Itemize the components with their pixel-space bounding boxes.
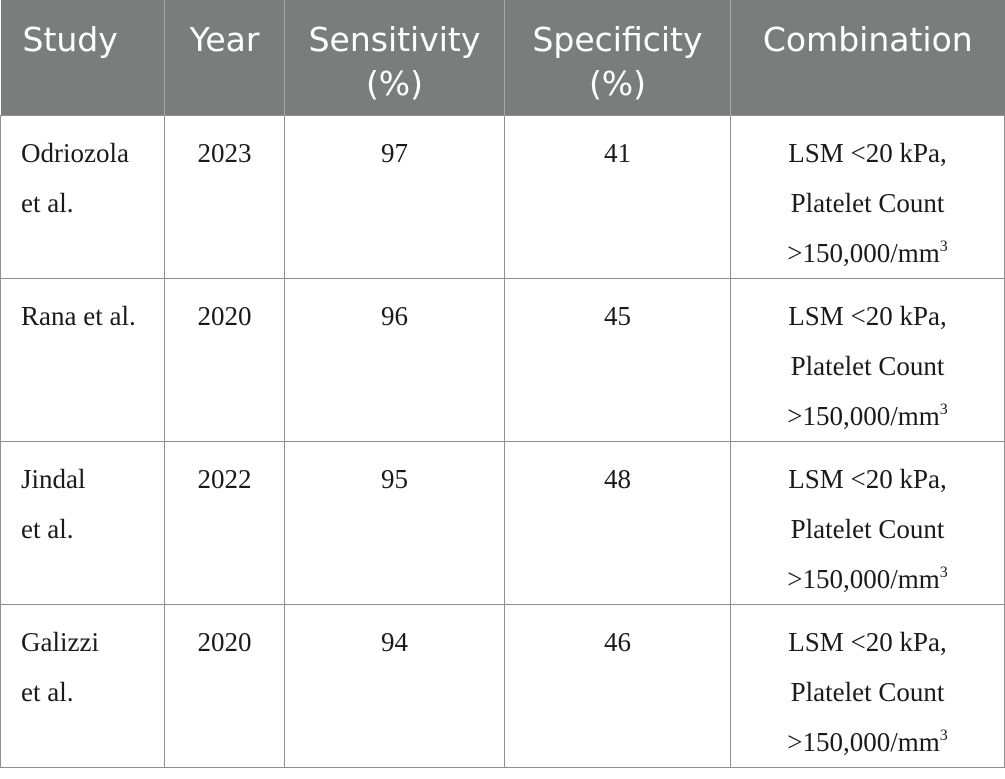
header-row: Study Year Sensitivity (%) Specificity (… (0, 0, 1005, 115)
header-sensitivity: Sensitivity (%) (284, 0, 505, 115)
cell-year: 2020 (164, 604, 285, 768)
table-row: Odriozola et al. 2023 97 41 LSM <20 kPa,… (0, 114, 1005, 279)
cell-year: 2023 (164, 114, 285, 279)
header-specificity: Specificity (%) (504, 0, 731, 115)
cell-sensitivity: 95 (284, 441, 505, 605)
table-row: Galizzi et al. 2020 94 46 LSM <20 kPa, P… (0, 604, 1005, 768)
cell-specificity: 41 (504, 114, 731, 279)
cell-combination: LSM <20 kPa, Platelet Count >150,000/mm3 (730, 114, 1005, 279)
table-body: Odriozola et al. 2023 97 41 LSM <20 kPa,… (0, 114, 1005, 768)
header-year: Year (164, 0, 285, 115)
cell-year: 2022 (164, 441, 285, 605)
cell-year: 2020 (164, 278, 285, 442)
header-combination: Combination (730, 0, 1005, 115)
cell-sensitivity: 96 (284, 278, 505, 442)
table-row: Rana et al. 2020 96 45 LSM <20 kPa, Plat… (0, 278, 1005, 442)
cell-study: Rana et al. (0, 278, 165, 442)
cell-combination: LSM <20 kPa, Platelet Count >150,000/mm3 (730, 441, 1005, 605)
cell-specificity: 46 (504, 604, 731, 768)
cell-specificity: 48 (504, 441, 731, 605)
table-row: Jindal et al. 2022 95 48 LSM <20 kPa, Pl… (0, 441, 1005, 605)
header-study: Study (0, 0, 165, 115)
cell-combination: LSM <20 kPa, Platelet Count >150,000/mm3 (730, 604, 1005, 768)
table-header: Study Year Sensitivity (%) Specificity (… (0, 0, 1005, 115)
cell-combination: LSM <20 kPa, Platelet Count >150,000/mm3 (730, 278, 1005, 442)
cell-sensitivity: 97 (284, 114, 505, 279)
cell-specificity: 45 (504, 278, 731, 442)
cell-study: Jindal et al. (0, 441, 165, 605)
cell-study: Galizzi et al. (0, 604, 165, 768)
cell-sensitivity: 94 (284, 604, 505, 768)
cell-study: Odriozola et al. (0, 114, 165, 279)
